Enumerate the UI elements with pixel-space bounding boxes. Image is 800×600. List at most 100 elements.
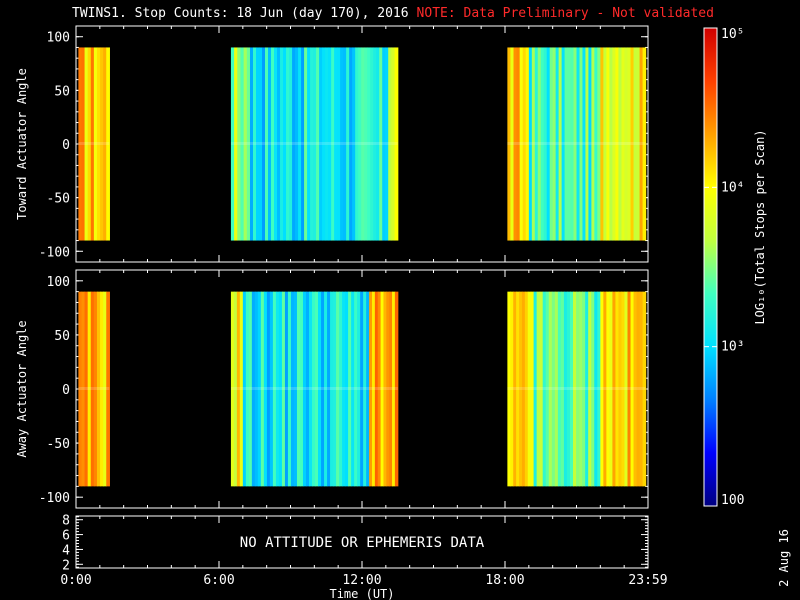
heatmap-column xyxy=(585,47,590,241)
heatmap-column xyxy=(281,291,286,487)
heatmap-column xyxy=(269,291,274,487)
heatmap-column xyxy=(236,291,241,487)
heatmap-column xyxy=(383,291,387,487)
heatmap-column xyxy=(391,47,396,241)
heatmap-column xyxy=(554,291,559,487)
heatmap-column xyxy=(100,47,104,241)
heatmap-column xyxy=(245,291,250,487)
x-tick-label: 23:59 xyxy=(628,573,667,588)
heatmap-column xyxy=(346,47,350,241)
heatmap-column xyxy=(296,291,301,487)
heatmap-column xyxy=(597,291,601,487)
heatmap-column xyxy=(392,291,396,487)
heatmap-column xyxy=(636,291,641,487)
zero-angle-band xyxy=(230,387,398,390)
heatmap-column xyxy=(292,47,296,241)
heatmap-column xyxy=(254,291,259,487)
y-axis-label: Toward Actuator Angle xyxy=(15,68,29,220)
heatmap-column xyxy=(570,47,575,241)
footer-date: 2 Aug 16 xyxy=(777,529,791,587)
heatmap-column xyxy=(106,47,110,241)
heatmap-column xyxy=(287,291,292,487)
colorbar-label: LOG₁₀(Total Stops per Scan) xyxy=(753,129,767,324)
heatmap-column xyxy=(328,47,332,241)
heatmap-column xyxy=(576,47,581,241)
heatmap-column xyxy=(239,291,244,487)
heatmap-column xyxy=(366,291,370,487)
y-tick-label: 50 xyxy=(54,84,70,99)
heatmap-column xyxy=(558,47,563,241)
heatmap-column xyxy=(322,47,326,241)
heatmap-column xyxy=(78,47,83,241)
heatmap-column xyxy=(582,291,586,487)
heatmap-column xyxy=(249,47,254,241)
heatmap-column xyxy=(351,291,355,487)
heatmap-column xyxy=(615,291,620,487)
heatmap-column xyxy=(624,47,629,241)
heatmap-column xyxy=(293,291,298,487)
heatmap-column xyxy=(394,47,399,241)
heatmap-column xyxy=(525,47,530,241)
heatmap-column xyxy=(564,47,569,241)
heatmap-column xyxy=(96,47,101,241)
y-tick-label: 6 xyxy=(62,529,70,544)
colorbar-tick-label: 10⁴ xyxy=(721,180,744,195)
heatmap-column xyxy=(627,291,632,487)
heatmap-column xyxy=(516,47,521,241)
heatmap-column xyxy=(388,47,392,241)
heatmap-column xyxy=(280,47,284,241)
y-tick-label: 8 xyxy=(62,514,70,529)
y-tick-label: -50 xyxy=(47,192,70,207)
heatmap-column xyxy=(290,291,295,487)
heatmap-column xyxy=(573,47,578,241)
heatmap-column xyxy=(527,291,532,487)
heatmap-column xyxy=(377,291,382,487)
heatmap-column xyxy=(87,291,92,487)
heatmap-column xyxy=(298,47,302,241)
heatmap-column xyxy=(579,291,583,487)
heatmap-column xyxy=(275,291,280,487)
heatmap-column xyxy=(507,291,511,487)
y-tick-label: 100 xyxy=(47,275,70,290)
x-tick-label: 12:00 xyxy=(342,573,381,588)
heatmap-column xyxy=(555,47,560,241)
heatmap-column xyxy=(630,291,635,487)
heatmap-column xyxy=(352,47,356,241)
heatmap-column xyxy=(361,47,365,241)
heatmap-column xyxy=(606,291,610,487)
heatmap-column xyxy=(87,47,92,241)
heatmap-column xyxy=(618,47,623,241)
heatmap-column xyxy=(369,291,373,487)
heatmap-column xyxy=(348,291,352,487)
heatmap-column xyxy=(591,47,595,241)
heatmap-column xyxy=(360,291,364,487)
heatmap-column xyxy=(627,47,632,241)
heatmap-column xyxy=(612,291,617,487)
heatmap-column xyxy=(510,291,514,487)
heatmap-column xyxy=(612,47,617,241)
heatmap-column xyxy=(582,47,587,241)
heatmap-column xyxy=(639,291,644,487)
x-tick-label: 6:00 xyxy=(203,573,234,588)
colorbar: 100 10³ 10⁴ 10⁵ LOG₁₀(Total Stops per Scan) xyxy=(703,27,767,508)
heatmap-column xyxy=(543,47,548,241)
heatmap-column xyxy=(319,47,323,241)
heatmap-column xyxy=(84,291,89,487)
zero-angle-band xyxy=(78,142,110,145)
heatmap-column xyxy=(337,47,341,241)
x-axis-label: Time (UT) xyxy=(329,587,394,600)
heatmap-column xyxy=(272,291,277,487)
heatmap-column xyxy=(618,291,623,487)
heatmap-column xyxy=(333,291,337,487)
heatmap-column xyxy=(600,291,604,487)
heatmap-column xyxy=(325,47,329,241)
heatmap-column xyxy=(576,291,580,487)
heatmap-column xyxy=(519,291,523,487)
heatmap-column xyxy=(567,47,572,241)
heatmap-column xyxy=(597,47,601,241)
heatmap-column xyxy=(516,291,520,487)
heatmap-column xyxy=(308,291,313,487)
heatmap-column xyxy=(252,47,257,241)
